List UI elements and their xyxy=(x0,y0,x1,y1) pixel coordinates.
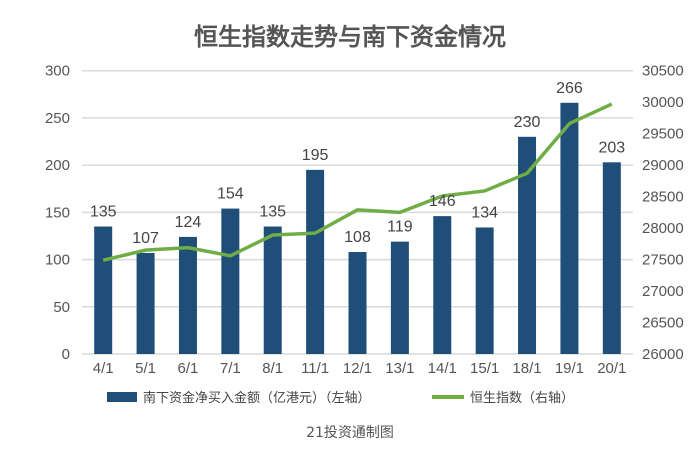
left-tick-label: 0 xyxy=(62,346,70,363)
bar xyxy=(560,102,579,354)
x-tick-label: 5/1 xyxy=(135,360,156,377)
bar xyxy=(263,226,282,354)
bar xyxy=(518,136,537,354)
left-tick-label: 150 xyxy=(45,204,70,221)
left-tick-label: 300 xyxy=(45,63,70,80)
chart-title: 恒生指数走势与南下资金情况 xyxy=(194,23,506,51)
bar xyxy=(306,169,325,354)
bar-value-label: 146 xyxy=(429,193,456,210)
bar-value-label: 230 xyxy=(514,114,541,131)
right-tick-label: 27500 xyxy=(642,252,684,269)
bar-value-label: 108 xyxy=(344,229,371,246)
left-tick-label: 200 xyxy=(45,157,70,174)
bar-value-label: 107 xyxy=(132,230,159,247)
bar-value-label: 135 xyxy=(90,204,117,221)
right-tick-label: 29000 xyxy=(642,157,684,174)
left-tick-label: 100 xyxy=(45,252,70,269)
right-tick-label: 30000 xyxy=(642,94,684,111)
right-tick-label: 30500 xyxy=(642,63,684,80)
right-tick-label: 29500 xyxy=(642,126,684,143)
bar-value-label: 266 xyxy=(556,80,583,97)
x-tick-label: 18/1 xyxy=(512,360,541,377)
right-tick-label: 28500 xyxy=(642,189,684,206)
bar xyxy=(475,227,494,354)
x-tick-label: 20/1 xyxy=(597,360,626,377)
right-tick-label: 27000 xyxy=(642,283,684,300)
x-tick-label: 19/1 xyxy=(555,360,584,377)
x-tick-label: 12/1 xyxy=(343,360,372,377)
bar xyxy=(433,216,452,354)
bar xyxy=(178,236,197,354)
bar-value-label: 124 xyxy=(175,214,202,231)
x-tick-label: 8/1 xyxy=(262,360,283,377)
x-tick-label: 11/1 xyxy=(301,360,329,377)
x-tick-label: 6/1 xyxy=(178,360,199,377)
legend-line-label: 恒生指数（右轴） xyxy=(470,391,574,406)
bar-value-label: 154 xyxy=(217,186,244,203)
bar-value-label: 135 xyxy=(259,204,286,221)
left-tick-label: 50 xyxy=(53,299,70,316)
right-tick-label: 26000 xyxy=(642,346,684,363)
bar-value-label: 203 xyxy=(598,139,625,156)
right-tick-label: 26500 xyxy=(642,315,684,332)
x-tick-label: 13/1 xyxy=(385,360,414,377)
bar xyxy=(602,162,621,354)
x-tick-label: 7/1 xyxy=(220,360,241,377)
source-note: 21投资通制图 xyxy=(306,425,394,441)
bar-value-label: 119 xyxy=(387,219,413,236)
bar-value-label: 195 xyxy=(302,147,329,164)
x-tick-label: 14/1 xyxy=(428,360,457,377)
legend-bar-swatch xyxy=(107,392,137,402)
bar xyxy=(136,252,155,354)
bar xyxy=(348,252,367,354)
bar xyxy=(221,208,240,354)
right-tick-label: 28000 xyxy=(642,220,684,237)
legend-bar-label: 南下资金净买入金额（亿港元）（左轴） xyxy=(143,390,371,406)
x-tick-label: 4/1 xyxy=(93,360,114,377)
left-tick-label: 250 xyxy=(45,110,70,127)
bar xyxy=(390,241,409,354)
bar xyxy=(94,226,113,354)
x-tick-label: 15/1 xyxy=(470,360,499,377)
bar-value-label: 134 xyxy=(471,204,498,221)
